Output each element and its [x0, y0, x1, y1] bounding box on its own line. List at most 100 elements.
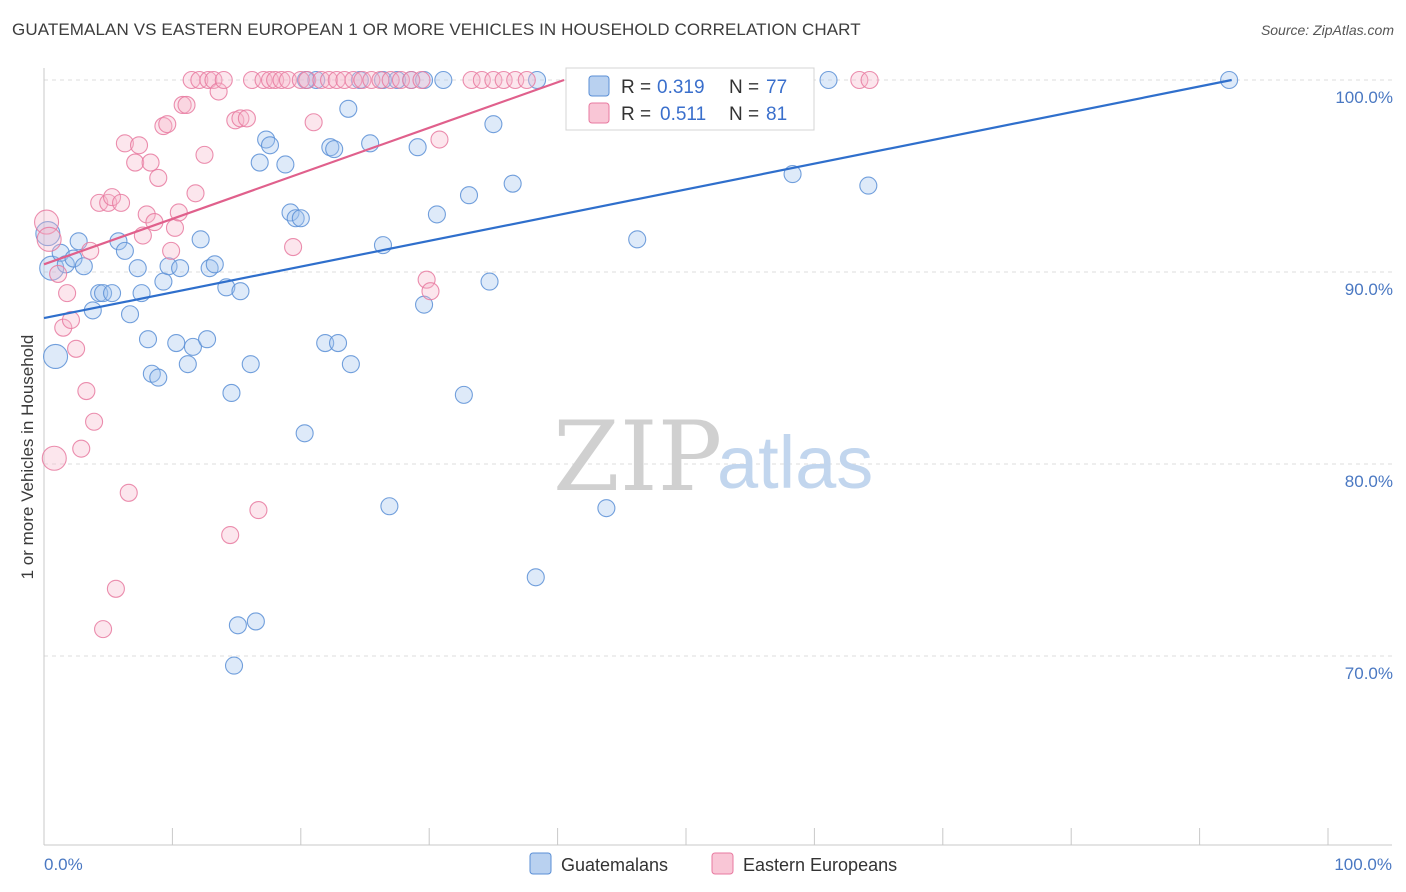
point-guatemalans [138, 330, 158, 349]
point-eastern-europeans [149, 168, 168, 187]
trend-line-eastern-europeans [43, 78, 565, 266]
legend-r-value-guatemalans: 0.319 [657, 77, 705, 98]
point-eastern-europeans [173, 95, 192, 115]
point-eastern-europeans [204, 70, 223, 90]
point-eastern-europeans [41, 445, 67, 471]
point-eastern-europeans [319, 70, 339, 90]
point-eastern-europeans [36, 226, 62, 252]
point-guatemalans [286, 209, 305, 228]
point-guatemalans [69, 232, 88, 251]
point-guatemalans [526, 568, 545, 587]
point-guatemalans [241, 355, 260, 374]
point-eastern-europeans [126, 153, 145, 172]
point-eastern-europeans [860, 70, 879, 90]
point-eastern-europeans [517, 70, 536, 90]
point-guatemalans [454, 385, 473, 404]
point-guatemalans [260, 136, 280, 155]
legend-n-label-guatemalans: N = [729, 77, 759, 98]
legend-box: R = 0.319 N = 77 R = 0.511 N = 81 [565, 67, 815, 131]
legend-r-value-eastern-europeans: 0.511 [660, 104, 706, 125]
point-guatemalans [183, 337, 202, 356]
point-eastern-europeans [850, 70, 869, 90]
point-guatemalans [295, 424, 314, 443]
legend-swatch-guatemalans [588, 75, 610, 97]
point-eastern-europeans [484, 70, 503, 90]
point-guatemalans [103, 284, 122, 303]
point-guatemalans [43, 343, 69, 370]
point-eastern-europeans [94, 620, 113, 639]
point-eastern-europeans [402, 70, 421, 90]
point-eastern-europeans [209, 82, 228, 101]
point-eastern-europeans [162, 241, 181, 260]
point-eastern-europeans [462, 70, 481, 90]
point-eastern-europeans [272, 70, 291, 90]
point-guatemalans [408, 138, 427, 157]
y-axis-label: 1 or more Vehicles in Household [18, 335, 37, 580]
point-guatemalans [115, 241, 134, 260]
point-eastern-europeans [137, 205, 156, 224]
point-guatemalans [250, 153, 269, 172]
watermark-zip: ZIP [553, 401, 722, 513]
point-eastern-europeans [67, 339, 86, 358]
legend-swatch-eastern-europeans [588, 102, 610, 124]
point-guatemalans [341, 355, 360, 374]
point-eastern-europeans [77, 381, 96, 401]
point-guatemalans [339, 99, 358, 118]
point-eastern-europeans [214, 70, 233, 90]
point-guatemalans [178, 355, 197, 374]
point-guatemalans [503, 174, 522, 193]
y-tick-label: 80.0% [1345, 472, 1393, 491]
point-guatemalans [316, 333, 335, 353]
x-tick-label-min: 0.0% [44, 855, 83, 874]
point-guatemalans [224, 656, 244, 675]
point-guatemalans [628, 230, 647, 249]
point-eastern-europeans [195, 145, 214, 164]
point-eastern-europeans [417, 270, 436, 289]
x-tick-marks [171, 828, 1329, 845]
point-guatemalans [159, 257, 178, 276]
legend-r-label-guatemalans: R = [621, 77, 651, 98]
point-eastern-europeans [412, 70, 431, 90]
point-eastern-europeans [177, 95, 196, 115]
point-eastern-europeans [266, 70, 285, 90]
point-eastern-europeans [249, 501, 268, 520]
bottom-legend-eastern-europeans: Eastern Europeans [743, 855, 897, 875]
point-eastern-europeans [129, 136, 149, 155]
point-eastern-europeans [158, 115, 177, 134]
legend-n-label-eastern-europeans: N = [729, 104, 759, 125]
point-eastern-europeans [391, 70, 411, 90]
point-eastern-europeans [291, 70, 310, 90]
watermark: ZIP atlas [553, 401, 873, 513]
chart-title: GUATEMALAN VS EASTERN EUROPEAN 1 OR MORE… [12, 20, 861, 39]
point-eastern-europeans [284, 237, 303, 257]
point-guatemalans [597, 499, 616, 518]
bottom-legend: Guatemalans Eastern Europeans [529, 852, 897, 875]
point-eastern-europeans [165, 218, 185, 237]
point-eastern-europeans [430, 130, 449, 149]
point-guatemalans [222, 383, 241, 403]
point-eastern-europeans [106, 579, 125, 598]
point-guatemalans [484, 115, 503, 134]
point-guatemalans [231, 282, 250, 301]
bottom-legend-swatch-eastern-europeans [711, 852, 734, 875]
point-guatemalans [120, 305, 140, 324]
point-eastern-europeans [371, 70, 390, 90]
point-guatemalans [281, 203, 300, 222]
point-eastern-europeans [72, 439, 91, 458]
point-eastern-europeans [381, 70, 400, 90]
point-guatemalans [328, 333, 348, 353]
point-eastern-europeans [103, 188, 122, 207]
point-guatemalans [191, 230, 210, 249]
point-guatemalans [205, 255, 224, 274]
point-eastern-europeans [85, 412, 104, 431]
point-eastern-europeans [119, 483, 138, 502]
point-eastern-europeans [221, 525, 240, 545]
point-eastern-europeans [421, 282, 440, 301]
trend-lines [43, 78, 1232, 320]
point-eastern-europeans [61, 310, 81, 330]
point-guatemalans [198, 330, 217, 349]
point-eastern-europeans [58, 284, 77, 303]
point-guatemalans [128, 259, 147, 278]
point-guatemalans [459, 186, 479, 205]
point-eastern-europeans [231, 109, 250, 128]
